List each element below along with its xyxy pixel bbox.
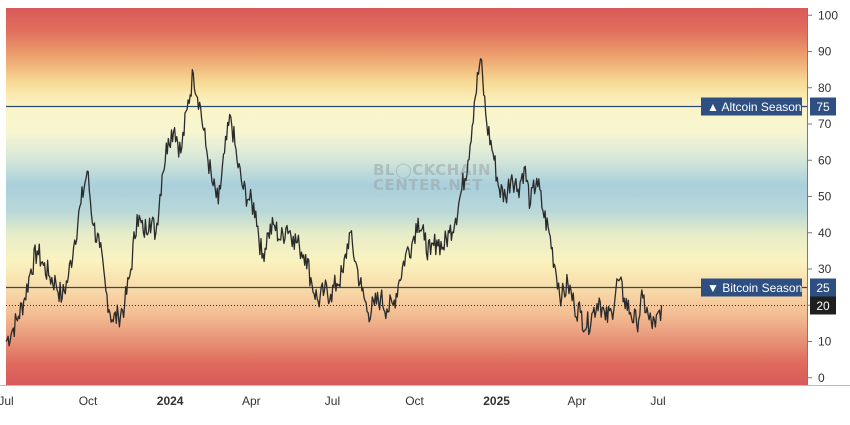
x-tick-label: 2025 — [483, 394, 510, 408]
threshold-tag-label: ▼ Bitcoin Season — [707, 281, 802, 295]
y-tick-label: 80 — [818, 81, 832, 95]
threshold-tag-label: ▲ Altcoin Season — [707, 100, 802, 114]
threshold-value-badge-text: 25 — [816, 281, 830, 295]
y-axis: 0 10 20 30 40 50 60 70 80 90 100 — [807, 8, 838, 385]
threshold-tag-bg — [701, 97, 802, 116]
watermark-line-1: BL◯CKCHAIN — [373, 161, 491, 179]
y-tick-label: 40 — [818, 226, 832, 240]
last-value-badge: 20 — [810, 296, 836, 315]
x-tick-label: Jul — [650, 394, 665, 408]
last-value-badge-text: 20 — [816, 299, 830, 313]
y-tick-label: 100 — [818, 8, 838, 22]
x-tick-label: Apr — [242, 394, 261, 408]
threshold-tags: ▲ Altcoin Season 75 ▼ Bitcoin Season 25 — [701, 97, 836, 297]
y-tick-label: 30 — [818, 262, 832, 276]
y-tick-label: 90 — [818, 45, 832, 59]
watermark: BL◯CKCHAIN CENTER.NET — [373, 161, 491, 194]
series-line-altcoin-season-index — [5, 58, 663, 347]
plot-background — [6, 8, 807, 385]
y-tick-label: 60 — [818, 153, 832, 167]
x-tick-label: Oct — [405, 394, 424, 408]
y-tick-label: 50 — [818, 190, 832, 204]
y-tick-label: 70 — [818, 117, 832, 131]
x-tick-label: 2024 — [157, 394, 184, 408]
threshold-tag-bg — [701, 278, 802, 297]
threshold-value-badge-text: 75 — [816, 100, 830, 114]
x-axis: Jul Oct 2024 Apr Jul Oct 2025 Apr Jul — [0, 394, 666, 408]
y-tick-label: 10 — [818, 335, 832, 349]
x-tick-label: Apr — [568, 394, 587, 408]
threshold-value-badge-bg — [810, 278, 836, 297]
x-tick-label: Oct — [79, 394, 98, 408]
threshold-value-badge-bg — [810, 97, 836, 116]
watermark-line-2: CENTER.NET — [373, 176, 483, 194]
x-tick-label: Jul — [0, 394, 14, 408]
threshold-lines — [6, 105, 807, 289]
y-tick-label: 0 — [818, 371, 825, 385]
x-tick-label: Jul — [325, 394, 340, 408]
last-value-badge-bg — [810, 296, 836, 315]
